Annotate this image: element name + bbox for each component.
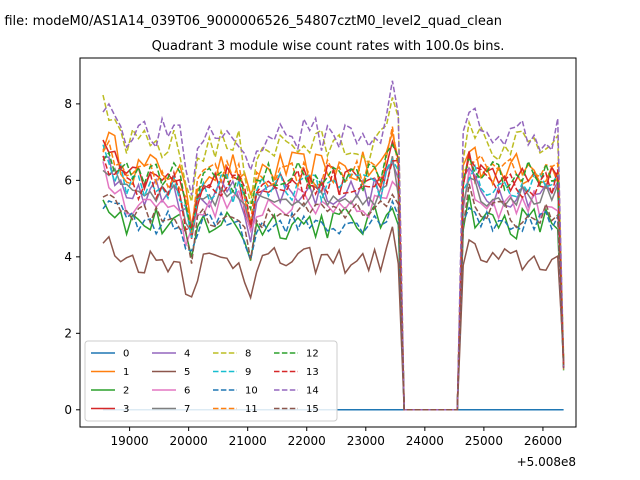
x-tick-label: 20000	[170, 434, 208, 448]
y-tick-label: 0	[64, 403, 72, 417]
x-tick-label: 24000	[406, 434, 444, 448]
plot-area	[102, 80, 565, 411]
y-tick-label: 6	[64, 173, 72, 187]
y-tick-label: 4	[64, 250, 72, 264]
legend-label-7: 7	[184, 404, 190, 415]
series-line-5	[102, 226, 565, 411]
legend-label-9: 9	[245, 367, 251, 378]
series-line-14	[102, 80, 565, 411]
x-tick-label: 19000	[111, 434, 149, 448]
legend-label-4: 4	[184, 349, 190, 360]
legend-label-11: 11	[245, 404, 258, 415]
series-line-8	[102, 94, 565, 411]
legend-label-15: 15	[306, 404, 319, 415]
legend-label-3: 3	[123, 404, 129, 415]
legend-label-6: 6	[184, 386, 190, 397]
y-axis: 0 2 4 6 8	[64, 97, 80, 417]
chart-title: Quadrant 3 module wise count rates with …	[152, 39, 505, 54]
series-line-13	[102, 154, 565, 411]
legend-label-0: 0	[123, 349, 129, 360]
legend-label-8: 8	[245, 349, 251, 360]
legend-label-1: 1	[123, 367, 129, 378]
y-tick-label: 8	[64, 97, 72, 111]
series-line-10	[102, 199, 565, 411]
x-tick-label: 21000	[229, 434, 267, 448]
x-axis: 19000 20000 21000 22000 23000 24000 25000 26000	[111, 427, 562, 448]
series-line-11	[102, 126, 565, 411]
x-tick-label: 26000	[524, 434, 562, 448]
legend-label-10: 10	[245, 386, 258, 397]
legend-box	[84, 340, 338, 422]
x-axis-offset-label: +5.008e8	[517, 455, 576, 469]
legend-label-2: 2	[123, 386, 129, 397]
x-tick-label: 25000	[465, 434, 503, 448]
legend-label-5: 5	[184, 367, 190, 378]
series-line-7	[102, 156, 565, 411]
series-line-15	[102, 183, 565, 411]
x-tick-label: 23000	[347, 434, 385, 448]
series-line-2	[102, 194, 565, 411]
x-tick-label: 22000	[288, 434, 326, 448]
legend-label-13: 13	[306, 367, 319, 378]
series-line-12	[102, 143, 565, 411]
y-tick-label: 2	[64, 326, 72, 340]
figure-suptitle: n file: modeM0/AS1A14_039T06_9000006526_…	[0, 14, 502, 29]
series-line-6	[102, 161, 565, 411]
axes-frame	[79, 57, 577, 428]
legend-label-14: 14	[306, 386, 319, 397]
legend-label-12: 12	[306, 349, 319, 360]
